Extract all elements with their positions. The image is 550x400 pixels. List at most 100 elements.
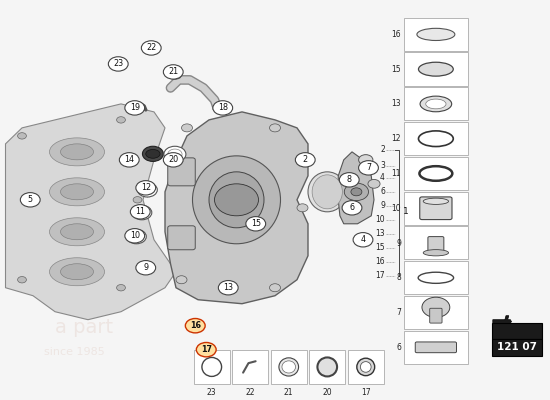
Ellipse shape: [60, 144, 94, 160]
Text: 121 07: 121 07: [497, 342, 537, 352]
Text: 2: 2: [302, 155, 308, 164]
Circle shape: [270, 284, 280, 292]
Bar: [404, 157, 468, 190]
Text: 7: 7: [366, 163, 371, 172]
Text: 9: 9: [380, 201, 385, 210]
Circle shape: [270, 124, 280, 132]
Ellipse shape: [279, 358, 299, 376]
FancyBboxPatch shape: [415, 342, 456, 353]
Circle shape: [351, 188, 362, 196]
Circle shape: [130, 205, 150, 219]
Circle shape: [218, 280, 238, 295]
Text: 15: 15: [251, 219, 261, 228]
Circle shape: [213, 101, 233, 115]
Text: 16: 16: [375, 257, 385, 266]
Ellipse shape: [312, 175, 342, 209]
Circle shape: [196, 342, 216, 357]
Circle shape: [359, 161, 378, 175]
Bar: [492, 339, 542, 356]
Bar: [348, 350, 384, 384]
FancyBboxPatch shape: [430, 308, 442, 323]
FancyBboxPatch shape: [168, 226, 195, 250]
Ellipse shape: [50, 138, 104, 166]
Text: 4: 4: [360, 235, 366, 244]
FancyBboxPatch shape: [428, 237, 444, 255]
Ellipse shape: [168, 149, 182, 160]
Bar: [404, 52, 468, 86]
Text: 20: 20: [322, 388, 332, 398]
Ellipse shape: [135, 208, 149, 217]
Circle shape: [133, 197, 142, 203]
Text: 17: 17: [361, 388, 371, 398]
Circle shape: [141, 41, 161, 55]
Ellipse shape: [50, 218, 104, 246]
Text: 6: 6: [380, 187, 385, 196]
Bar: [404, 87, 468, 120]
Text: 19: 19: [130, 103, 140, 112]
FancyBboxPatch shape: [420, 197, 452, 220]
Ellipse shape: [50, 178, 104, 206]
Circle shape: [125, 101, 145, 115]
Ellipse shape: [360, 362, 371, 372]
Text: 12: 12: [392, 134, 401, 143]
Ellipse shape: [141, 185, 154, 194]
Ellipse shape: [132, 206, 152, 220]
Ellipse shape: [164, 146, 186, 162]
Circle shape: [344, 183, 369, 201]
Ellipse shape: [420, 96, 452, 112]
Circle shape: [125, 228, 145, 243]
Text: 5: 5: [28, 195, 33, 204]
Circle shape: [422, 297, 450, 318]
Text: 23: 23: [113, 60, 123, 68]
Text: 1: 1: [403, 207, 409, 216]
Text: 8: 8: [396, 273, 401, 282]
Circle shape: [246, 216, 266, 231]
Text: 15: 15: [392, 65, 401, 74]
Bar: [404, 331, 468, 364]
Bar: [404, 261, 468, 294]
Text: 17: 17: [201, 345, 212, 354]
Circle shape: [18, 133, 26, 139]
Text: 2: 2: [380, 145, 385, 154]
Circle shape: [353, 232, 373, 247]
Circle shape: [297, 204, 308, 212]
Circle shape: [182, 124, 192, 132]
Text: 10: 10: [130, 231, 140, 240]
Polygon shape: [493, 316, 512, 323]
Text: since 1985: since 1985: [44, 347, 104, 357]
Circle shape: [176, 276, 187, 284]
Ellipse shape: [130, 232, 143, 241]
Text: 10: 10: [375, 215, 385, 224]
Ellipse shape: [419, 62, 453, 76]
Circle shape: [119, 153, 139, 167]
Text: 7: 7: [396, 308, 401, 317]
Ellipse shape: [60, 184, 94, 200]
Ellipse shape: [426, 99, 446, 109]
Ellipse shape: [417, 28, 455, 40]
Ellipse shape: [60, 224, 94, 240]
Text: 18: 18: [218, 103, 228, 112]
Ellipse shape: [357, 358, 375, 376]
Ellipse shape: [192, 156, 280, 244]
Text: e: e: [16, 131, 96, 252]
Circle shape: [117, 284, 125, 291]
Bar: [232, 350, 268, 384]
Circle shape: [342, 201, 362, 215]
Text: 9: 9: [143, 263, 148, 272]
Text: 20: 20: [168, 155, 178, 164]
Polygon shape: [338, 152, 374, 224]
Bar: [194, 350, 230, 384]
Text: 21: 21: [284, 388, 294, 398]
Text: 17: 17: [375, 271, 385, 280]
Ellipse shape: [146, 150, 160, 158]
Bar: [309, 350, 345, 384]
Bar: [271, 350, 307, 384]
Text: 13: 13: [375, 229, 385, 238]
Text: 22: 22: [245, 388, 255, 398]
Ellipse shape: [169, 73, 181, 79]
Circle shape: [359, 155, 373, 165]
Text: 21: 21: [168, 68, 178, 76]
Polygon shape: [6, 104, 176, 320]
Text: 4: 4: [380, 173, 385, 182]
Ellipse shape: [308, 172, 346, 212]
